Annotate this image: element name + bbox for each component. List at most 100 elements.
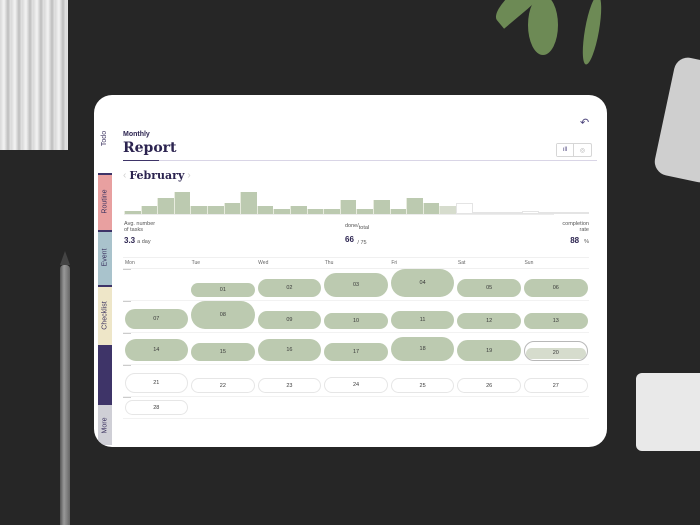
day-number: 15 <box>219 349 226 355</box>
background-leaf <box>528 0 558 55</box>
day-pill[interactable]: 04 <box>390 269 455 297</box>
weekday-label: Sun <box>524 260 534 266</box>
day-pill[interactable]: 14 <box>124 339 189 361</box>
calendar-week: 21 22 23 24 25 26 27 <box>123 365 589 397</box>
calendar-week: 01 02 03 04 05 06 <box>123 269 589 301</box>
day-number: 19 <box>486 347 493 354</box>
background-eraser <box>636 373 700 451</box>
calendar-week: 07 08 09 10 11 12 13 <box>123 301 589 333</box>
weekday-label: Wed <box>258 260 269 266</box>
day-pill[interactable]: 06 <box>523 279 588 297</box>
day-pill[interactable]: 19 <box>457 340 521 361</box>
calendar-cell: 20 <box>522 341 589 361</box>
calendar-cell: 18 <box>389 337 456 361</box>
tab-more[interactable]: More <box>98 405 112 445</box>
day-number: 24 <box>352 382 360 388</box>
histogram-bar <box>306 208 324 214</box>
day-pill[interactable]: 27 <box>523 378 588 393</box>
day-pill[interactable]: 09 <box>257 311 322 329</box>
tab-report[interactable] <box>98 345 112 405</box>
day-pill[interactable]: 23 <box>257 378 322 393</box>
total-number: 75 <box>360 240 367 246</box>
day-pill[interactable]: 18 <box>390 337 455 361</box>
calendar-cell: 03 <box>323 273 390 297</box>
histogram-bar <box>389 208 407 214</box>
day-number: 23 <box>286 382 293 389</box>
day-pill[interactable]: 03 <box>324 273 388 297</box>
day-pill[interactable]: 12 <box>457 313 521 329</box>
weekday-label: Fri <box>391 260 398 266</box>
rate-label-line: rate <box>579 227 589 233</box>
histogram-bar <box>439 205 456 214</box>
day-number: 04 <box>419 280 426 286</box>
day-pill[interactable]: 20 <box>523 341 588 361</box>
histogram-bar <box>240 192 257 214</box>
done-number: 66 <box>345 235 354 244</box>
day-number: 02 <box>286 285 293 291</box>
chevron-left-icon[interactable]: ‹ <box>123 170 127 181</box>
histogram-bar <box>472 212 490 214</box>
day-number: 18 <box>419 346 426 352</box>
histogram-bar <box>290 205 307 214</box>
chevron-right-icon[interactable]: › <box>187 170 191 181</box>
day-progress-fill: 20 <box>525 347 586 359</box>
day-pill[interactable]: 26 <box>457 378 521 393</box>
chart-view-icon[interactable]: ıll <box>557 144 574 156</box>
day-pill[interactable]: 21 <box>124 373 189 393</box>
day-pill[interactable]: 22 <box>191 378 255 393</box>
day-pill[interactable]: 13 <box>523 313 588 329</box>
weekday-label: Thu <box>324 260 334 266</box>
day-pill[interactable]: 10 <box>324 313 388 329</box>
day-number: 01 <box>219 287 226 293</box>
weekday-label: Tue <box>191 260 201 266</box>
day-pill[interactable]: 28 <box>124 400 189 415</box>
rate-unit: % <box>584 239 589 245</box>
calendar-cell: 13 <box>522 313 589 329</box>
avg-unit: a day <box>137 239 151 245</box>
day-number: 13 <box>552 318 559 324</box>
page-title: Report <box>123 140 177 156</box>
day-pill[interactable]: 07 <box>124 309 189 329</box>
day-number: 12 <box>486 318 493 324</box>
day-pill[interactable]: 24 <box>324 377 388 393</box>
calendar-cell: 09 <box>256 311 323 329</box>
histogram-bar <box>456 203 473 214</box>
day-pill[interactable]: 17 <box>324 343 388 361</box>
calendar-cell: 19 <box>456 340 523 361</box>
page-subtitle: Monthly <box>123 131 150 138</box>
undo-icon[interactable]: ↶ <box>580 117 590 129</box>
histogram-bar <box>489 212 506 214</box>
tab-checklist[interactable]: Checklist <box>98 285 112 345</box>
day-pill[interactable]: 05 <box>457 279 521 297</box>
day-pill[interactable]: 08 <box>191 301 255 329</box>
calendar-cell: 02 <box>256 279 323 297</box>
calendar-weeks: 01 02 03 04 05 06 07 08 09 10 11 12 13 14 15 16 17 18 19 20… <box>123 269 589 419</box>
histogram-bar <box>339 200 357 214</box>
weekday-label: Sat <box>457 260 466 266</box>
calendar-cell: 14 <box>123 339 190 361</box>
calendar-cell: 21 <box>123 373 190 393</box>
day-number: 06 <box>552 285 559 291</box>
tab-routine[interactable]: Routine <box>98 173 112 230</box>
calendar-cell: 25 <box>389 378 456 393</box>
day-pill[interactable]: 11 <box>390 311 455 329</box>
rate-value: 88% <box>570 236 589 245</box>
background-radiator <box>0 0 68 150</box>
day-pill[interactable]: 01 <box>191 283 255 297</box>
tab-event[interactable]: Event <box>98 230 112 285</box>
day-number: 26 <box>486 382 493 389</box>
stats-row: Avg. number of tasks 3.3 a day done/total… <box>124 221 589 251</box>
day-pill[interactable]: 15 <box>191 343 255 361</box>
calendar-cell: 07 <box>123 309 190 329</box>
day-number: 03 <box>352 282 360 288</box>
histogram-bar <box>505 212 523 214</box>
tab-label: Todo <box>101 130 109 146</box>
calendar-cell: 24 <box>323 377 390 393</box>
day-pill[interactable]: 02 <box>257 279 322 297</box>
tab-todo[interactable]: Todo <box>98 123 112 153</box>
day-pill[interactable]: 16 <box>257 339 322 361</box>
day-number: 20 <box>552 350 559 357</box>
calendar-cell: 27 <box>522 378 589 393</box>
day-pill[interactable]: 25 <box>390 378 455 393</box>
circle-view-icon[interactable]: ◎ <box>579 147 586 154</box>
